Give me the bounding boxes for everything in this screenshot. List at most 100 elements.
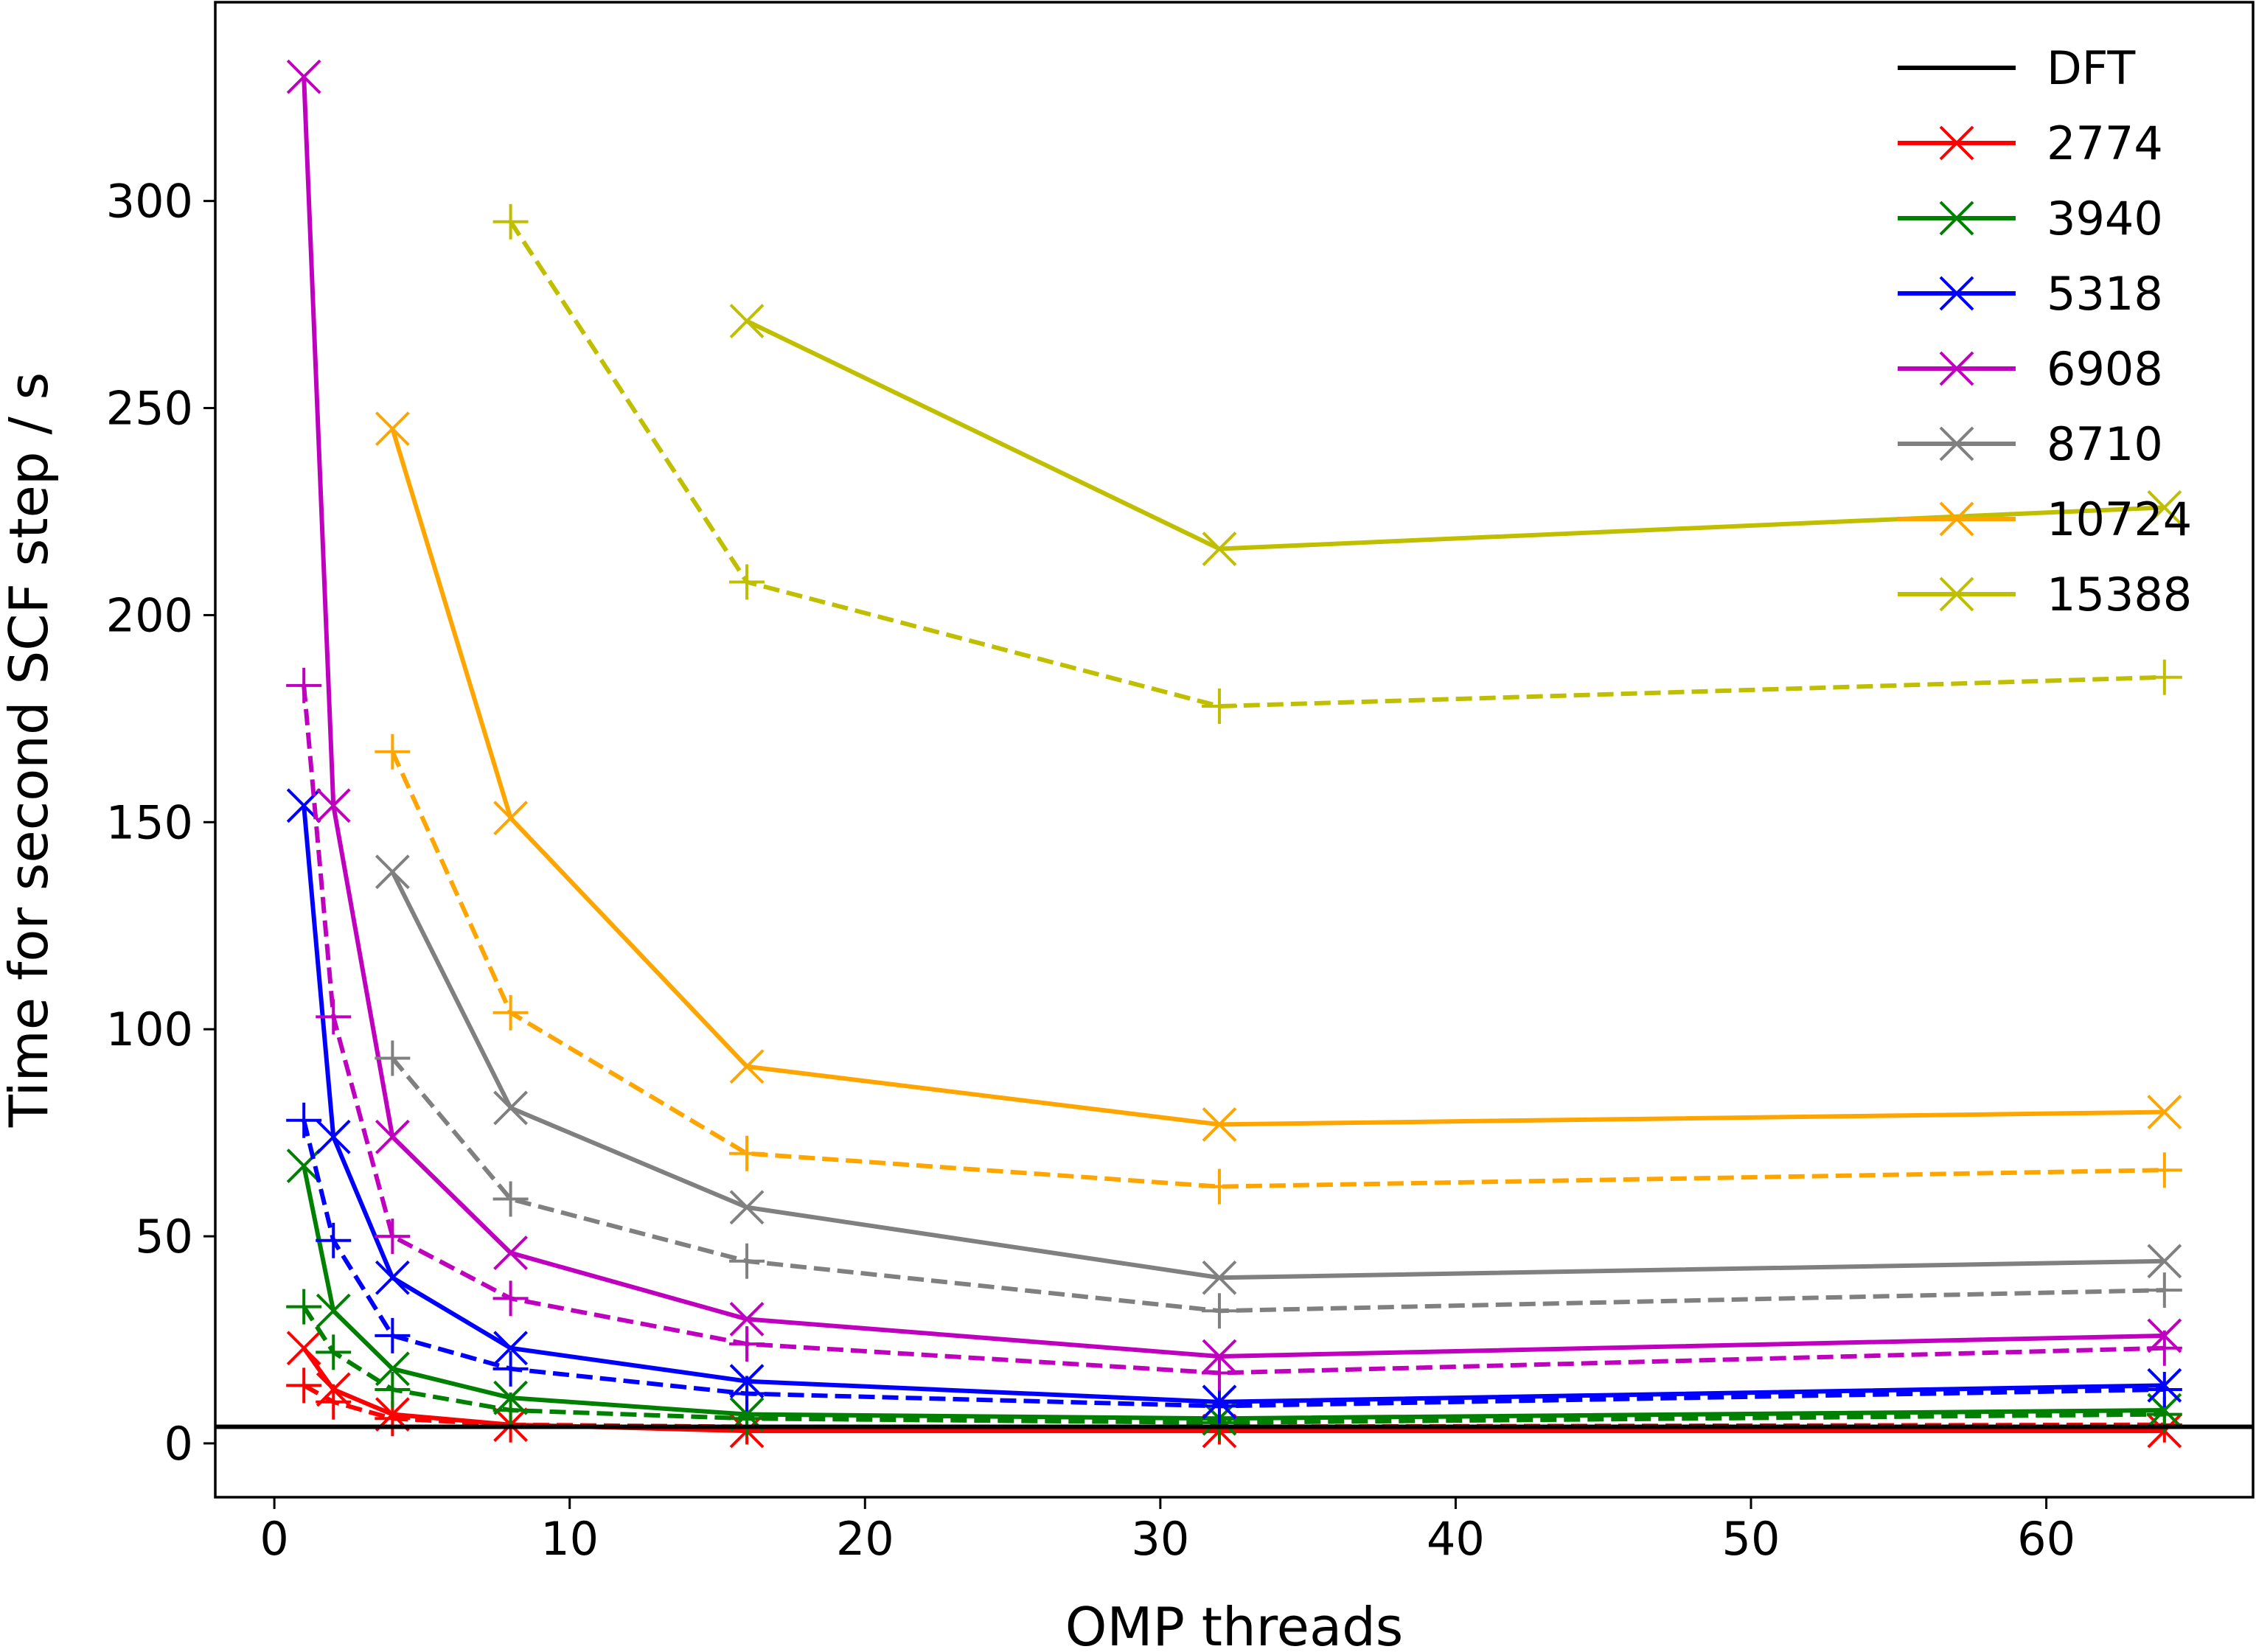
series-6908-x-point bbox=[493, 1235, 528, 1270]
series-5318-plus-point bbox=[492, 1350, 529, 1387]
x-tick-label: 60 bbox=[2017, 1512, 2075, 1566]
series-6908-plus-point bbox=[1201, 1355, 1237, 1391]
legend-marker bbox=[1939, 276, 1974, 311]
series-5318-plus-point bbox=[1201, 1388, 1237, 1424]
y-tick-label: 250 bbox=[106, 382, 193, 436]
series-5318-plus-point bbox=[286, 1102, 322, 1138]
series-5318-x-point bbox=[729, 1364, 765, 1399]
plot-frame bbox=[214, 1, 2255, 1499]
series-10724-x-point bbox=[2147, 1095, 2182, 1129]
x-tick-label: 40 bbox=[1427, 1512, 1485, 1566]
series-15388-x-point bbox=[729, 304, 765, 338]
series-15388-plus-point bbox=[729, 564, 765, 600]
series-3940-plus-point bbox=[375, 1371, 411, 1407]
y-tick-label: 300 bbox=[106, 175, 193, 229]
series-10724-x-point bbox=[375, 411, 410, 447]
x-axis-label: OMP threads bbox=[1065, 1596, 1404, 1652]
legend-entry-2774: 2774 bbox=[1898, 116, 2163, 170]
series-5318-plus-point bbox=[2146, 1371, 2182, 1407]
series-2774-plus-point bbox=[286, 1367, 322, 1404]
series-15388-plus-point bbox=[1201, 689, 1237, 725]
series-15388-x-point bbox=[1202, 532, 1237, 566]
series-10724-dashed-line bbox=[390, 750, 2165, 1189]
series-8710-plus-point bbox=[729, 1243, 765, 1279]
legend-entry-10724: 10724 bbox=[1898, 492, 2192, 546]
series-3940-x-point bbox=[493, 1380, 528, 1415]
series-3940-x-point bbox=[375, 1351, 410, 1387]
series-2774-x-point bbox=[286, 1331, 321, 1366]
series-10724-x-point bbox=[729, 1049, 765, 1084]
y-tick-label: 50 bbox=[135, 1210, 193, 1264]
legend-entry-15388: 15388 bbox=[1898, 568, 2192, 621]
series-10724-plus-point bbox=[375, 733, 411, 770]
series-8710-x-point bbox=[729, 1190, 765, 1225]
series-5318-x-point bbox=[375, 1260, 410, 1295]
series-6908-plus-point bbox=[316, 999, 352, 1035]
series-5318-plus-point bbox=[316, 1222, 352, 1258]
y-tick-label: 0 bbox=[164, 1417, 193, 1471]
x-tick-label: 30 bbox=[1131, 1512, 1189, 1566]
legend-marker bbox=[1939, 501, 1974, 537]
series-8710-x-point bbox=[2147, 1244, 2182, 1279]
series-3940-plus-point bbox=[316, 1334, 352, 1370]
x-tick-label: 50 bbox=[1722, 1512, 1780, 1566]
series-5318-x-point bbox=[493, 1331, 528, 1366]
series-8710-plus-point bbox=[375, 1040, 411, 1076]
y-tick-label: 150 bbox=[106, 795, 193, 849]
series-15388 bbox=[492, 203, 2182, 725]
series-3940-x-point bbox=[2147, 1393, 2182, 1428]
legend-entry-5318: 5318 bbox=[1898, 267, 2163, 321]
legend-label: 5318 bbox=[2047, 267, 2163, 321]
y-tick-label: 100 bbox=[106, 1003, 193, 1056]
series-8710-x-point bbox=[1202, 1260, 1237, 1295]
series-6908-x-point bbox=[286, 59, 321, 94]
series-5318-plus-point bbox=[375, 1317, 411, 1353]
series-15388-plus-point bbox=[492, 203, 529, 240]
series-2774-x-point bbox=[316, 1372, 351, 1407]
series-8710 bbox=[375, 854, 2182, 1329]
series-10724-plus-point bbox=[2146, 1152, 2182, 1188]
series-layer bbox=[286, 59, 2182, 1449]
series-10724-x-point bbox=[493, 801, 528, 836]
legend-entry-DFT: DFT bbox=[1898, 41, 2136, 95]
legend-label: 8710 bbox=[2047, 417, 2163, 471]
x-tick-label: 10 bbox=[540, 1512, 599, 1566]
series-15388-x-point bbox=[2147, 489, 2182, 525]
legend-entry-3940: 3940 bbox=[1898, 192, 2163, 245]
legend-label: 2774 bbox=[2047, 116, 2163, 170]
series-10724 bbox=[375, 411, 2182, 1205]
series-8710-x-point bbox=[493, 1090, 528, 1126]
series-10724-plus-point bbox=[492, 994, 529, 1031]
x-tick-label: 20 bbox=[836, 1512, 894, 1566]
x-axis: 0 10 20 30 40 50 60 bbox=[260, 1497, 2075, 1566]
series-8710-x-point bbox=[375, 854, 410, 890]
series-6908-plus-point bbox=[492, 1280, 529, 1317]
series-8710-plus-point bbox=[1201, 1293, 1237, 1329]
series-10724-plus-point bbox=[1201, 1168, 1237, 1205]
series-5318-x-point bbox=[316, 1119, 351, 1154]
y-axis: 0 50 100 150 200 250 300 bbox=[106, 175, 215, 1471]
series-5318-x-point bbox=[1202, 1384, 1237, 1420]
series-5318-x-point bbox=[2147, 1367, 2182, 1403]
series-15388-plus-point bbox=[2146, 659, 2182, 695]
legend-label: 3940 bbox=[2047, 192, 2163, 245]
legend-label: 6908 bbox=[2047, 342, 2163, 396]
legend-marker bbox=[1939, 426, 1974, 461]
series-6908-x-point bbox=[316, 788, 351, 823]
legend-marker bbox=[1939, 576, 1974, 612]
legend-label: 15388 bbox=[2047, 568, 2192, 621]
series-8710-plus-point bbox=[2146, 1272, 2182, 1308]
series-6908-plus-point bbox=[375, 1219, 411, 1255]
series-6908-x-point bbox=[2147, 1318, 2182, 1353]
y-axis-label: Time for second SCF step / s bbox=[0, 372, 60, 1128]
y-tick-label: 200 bbox=[106, 588, 193, 642]
legend-marker bbox=[1939, 201, 1974, 236]
legend-entry-6908: 6908 bbox=[1898, 342, 2163, 396]
x-tick-label: 0 bbox=[260, 1512, 288, 1566]
series-15388-dashed-line bbox=[509, 220, 2165, 709]
series-10724-x-point bbox=[1202, 1106, 1237, 1142]
series-6908-plus-point bbox=[286, 667, 322, 703]
series-8710-plus-point bbox=[492, 1181, 529, 1217]
legend: DFT 2774 3940 5318 6908 8710 10724 15388 bbox=[1898, 41, 2192, 621]
